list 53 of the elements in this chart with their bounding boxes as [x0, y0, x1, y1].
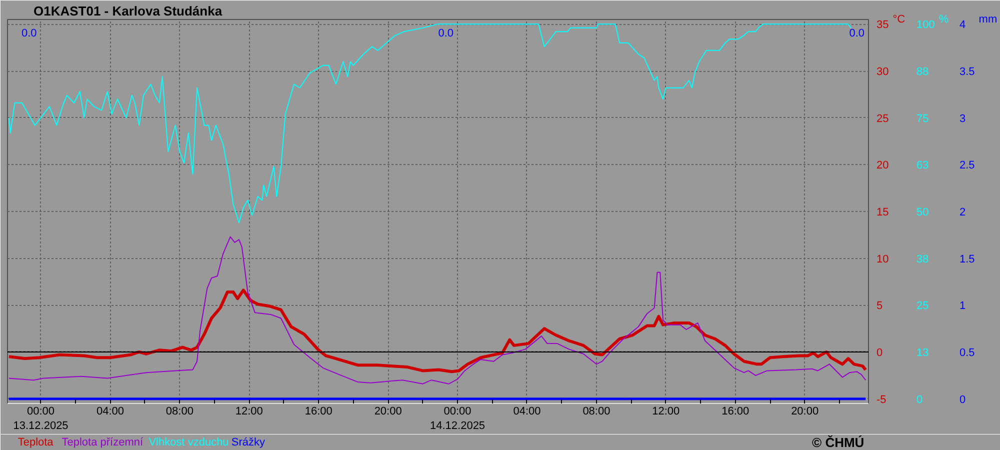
y-tick-label: 5	[876, 300, 883, 312]
line-series	[8, 236, 866, 384]
y-tick-label: -5	[876, 394, 886, 406]
y3-tick-label: 3.5	[960, 66, 975, 78]
y3-tick-label: 0.5	[960, 346, 975, 359]
y3-tick-label: 1.5	[960, 253, 975, 266]
y2-tick-label: 63	[916, 160, 929, 172]
text: © ČHMÚ	[812, 435, 864, 450]
text: Teplota	[18, 436, 54, 448]
annotation: 0.0	[21, 28, 37, 40]
y3-tick-label: 2	[960, 206, 966, 218]
y2-tick-label: 38	[916, 253, 929, 266]
y2-tick-label: 88	[916, 66, 929, 78]
y-tick-label: 30	[876, 66, 889, 78]
x-tick-label: 04:00	[513, 406, 541, 418]
annotation: 0.0	[849, 28, 865, 40]
y2-axis-title: %	[938, 14, 949, 26]
y2-tick-label: 75	[916, 112, 929, 125]
chart-title: O1KAST01 - Karlova Studánka	[34, 4, 223, 18]
x-tick-label: 16:00	[722, 406, 750, 418]
text: Vlhkost vzduchu	[148, 436, 229, 448]
y3-tick-label: 0	[960, 394, 966, 406]
x-tick-label: 00:00 14.12.2025	[430, 406, 486, 432]
y-tick-label: 20	[876, 160, 889, 172]
text: Teplota přízemní	[62, 436, 144, 448]
x-tick-label: 20:00	[791, 406, 819, 418]
x-tick-label: 20:00	[374, 406, 402, 418]
x-tick-label: 12:00	[652, 406, 680, 418]
y2-tick-label: 0	[916, 394, 923, 406]
y2-tick-label: 50	[916, 206, 929, 218]
y3-tick-label: 4	[960, 19, 966, 32]
x-tick-label: 00:00 13.12.2025	[13, 406, 68, 432]
y-tick-label: 15	[876, 206, 889, 218]
y3-tick-label: 1	[960, 300, 966, 312]
y-tick-label: 10	[876, 253, 889, 266]
y3-axis-title: mm	[978, 14, 998, 26]
x-tick-label: 08:00	[166, 406, 194, 418]
x-tick-label: 04:00	[96, 406, 124, 418]
y2-tick-label: 25	[916, 300, 929, 312]
annotation: 0.0	[438, 28, 454, 40]
y3-tick-label: 3	[960, 112, 966, 125]
y-tick-label: 0	[876, 346, 883, 359]
y3-tick-label: 2.5	[960, 160, 975, 172]
y-tick-label: 35	[876, 19, 889, 32]
x-tick-label: 08:00	[582, 406, 610, 418]
line-series	[8, 288, 868, 374]
y-tick-label: 25	[876, 112, 889, 125]
y-axis-title: °C	[892, 14, 906, 26]
y2-tick-label: 100	[916, 19, 935, 32]
x-tick-label: 16:00	[304, 406, 332, 418]
x-tick-label: 12:00	[235, 406, 263, 418]
y2-tick-label: 13	[916, 346, 929, 359]
text: Srážky	[231, 436, 266, 448]
